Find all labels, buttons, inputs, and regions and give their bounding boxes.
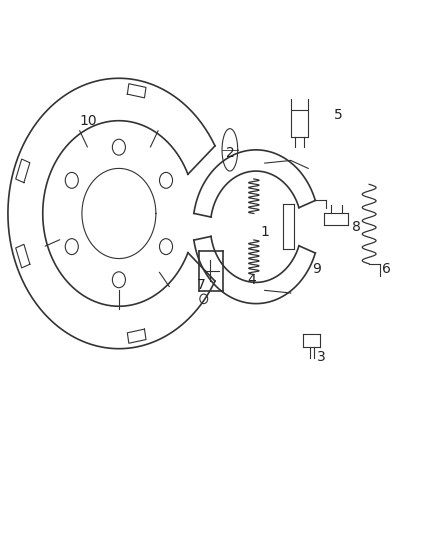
Text: 2: 2 (226, 146, 234, 159)
Text: 4: 4 (247, 273, 256, 287)
Text: 1: 1 (260, 225, 269, 239)
Text: 6: 6 (382, 262, 391, 276)
Text: 9: 9 (312, 262, 321, 276)
Text: 5: 5 (334, 108, 343, 123)
Text: 7: 7 (197, 278, 206, 292)
Text: 3: 3 (317, 350, 325, 364)
Text: 10: 10 (80, 114, 97, 128)
Text: 8: 8 (352, 220, 360, 234)
